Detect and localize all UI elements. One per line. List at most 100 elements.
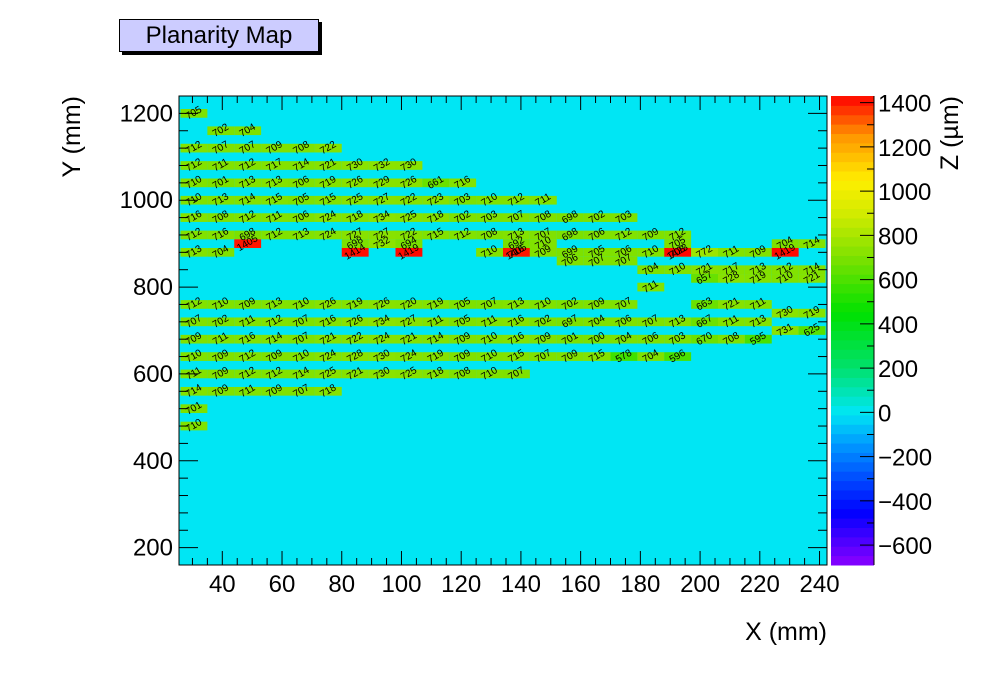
y-tick-label: 200 [133,535,173,562]
heatmap-cell [744,274,772,283]
heatmap-cell [261,369,288,379]
heatmap-cell [314,317,342,327]
palette-band [831,171,874,181]
heatmap-cell [529,317,557,327]
heatmap-cell [637,317,665,327]
heatmap-cell [207,386,235,396]
palette-band [831,461,874,472]
heatmap-cell [207,143,235,153]
heatmap-cell [771,239,799,248]
heatmap-cell [234,161,262,170]
heatmap-cell [341,317,369,327]
palette-band [831,114,874,125]
y-tick-label: 400 [133,448,173,475]
color-palette: −600 −400 −200 0 200 400 600 800 1000 1200 1400 [831,91,932,566]
palette-band [831,489,874,500]
heatmap-cell [503,239,530,248]
x-tick-label: 60 [269,571,296,598]
heatmap-cell [610,256,638,266]
heatmap-cell [503,213,530,222]
heatmap-cell [207,334,235,344]
heatmap-cell [798,239,826,248]
heatmap-cell [314,213,342,222]
z-tick-label: 0 [878,400,891,427]
palette-band [831,546,874,557]
heatmap-cell [691,274,719,283]
heatmap-cell [314,161,342,170]
heatmap-cell [691,334,719,344]
heatmap-cell [476,247,503,257]
heatmap-cell [368,334,396,344]
x-tick-label: 200 [680,571,720,598]
heatmap-cell [234,317,262,327]
heatmap-cell [718,274,745,283]
palette-band [831,283,874,294]
heatmap-cell [610,300,638,309]
heatmap-cell [529,247,557,257]
heatmap-cell [691,317,719,327]
heatmap-cell [341,239,369,248]
heatmap-cell [314,230,342,240]
heatmap-cell [476,300,503,309]
heatmap-cell [422,352,450,361]
heatmap-cell [207,230,235,240]
palette-band [831,508,874,519]
palette-band [831,208,874,219]
heatmap-cell [180,334,208,344]
heatmap-cell [180,213,208,222]
heatmap-cell [449,178,477,188]
heatmap-cell [180,143,208,153]
heatmap-cell [422,178,450,188]
heatmap-cell [610,230,638,240]
heatmap-cell [798,265,826,275]
heatmap-cell [583,334,611,344]
heatmap-cell [583,230,611,240]
palette-band [831,311,874,322]
heatmap-cell [368,300,396,309]
z-axis-title: Z (µm) [936,96,964,170]
heatmap-cell [449,352,477,361]
palette-band [831,105,874,116]
heatmap-cell [503,195,530,205]
heatmap-cell [288,317,315,327]
heatmap-cell [503,317,530,327]
heatmap-cell [664,230,692,240]
plot-area [179,96,827,565]
palette-band [831,302,874,313]
heatmap-cell [288,178,315,188]
heatmap-cell [664,265,692,275]
palette-band [831,133,874,144]
heatmap-cell [503,334,530,344]
heatmap-cell [744,317,772,327]
heatmap-cell [691,265,719,275]
heatmap-cell [422,213,450,222]
heatmap-cell [261,317,288,327]
heatmap-cell [449,213,477,222]
heatmap-cell [314,369,342,379]
palette-band [831,386,874,397]
palette-band [831,161,874,172]
heatmap-cell [610,213,638,222]
palette-band [831,527,874,538]
heatmap-cell [556,317,584,327]
heatmap-cell [207,369,235,379]
heatmap-cell [744,300,772,309]
heatmap-cell [395,334,423,344]
heatmap-cell [234,213,262,222]
palette-band [831,124,874,135]
heatmap-cell [288,161,315,170]
heatmap-cell [449,369,477,379]
heatmap-cell [664,334,692,344]
heatmap-cell [664,317,692,327]
x-tick-label: 220 [740,571,780,598]
heatmap-cell [261,300,288,309]
heatmap-cell [234,386,262,396]
heatmap-cell [529,230,557,240]
heatmap-cell [476,195,503,205]
heatmap-cell [368,178,396,188]
heatmap-cell [798,274,826,283]
palette-band [831,405,874,416]
heatmap-cell [234,352,262,361]
heatmap-cell [556,213,584,222]
heatmap-cell [395,195,423,205]
